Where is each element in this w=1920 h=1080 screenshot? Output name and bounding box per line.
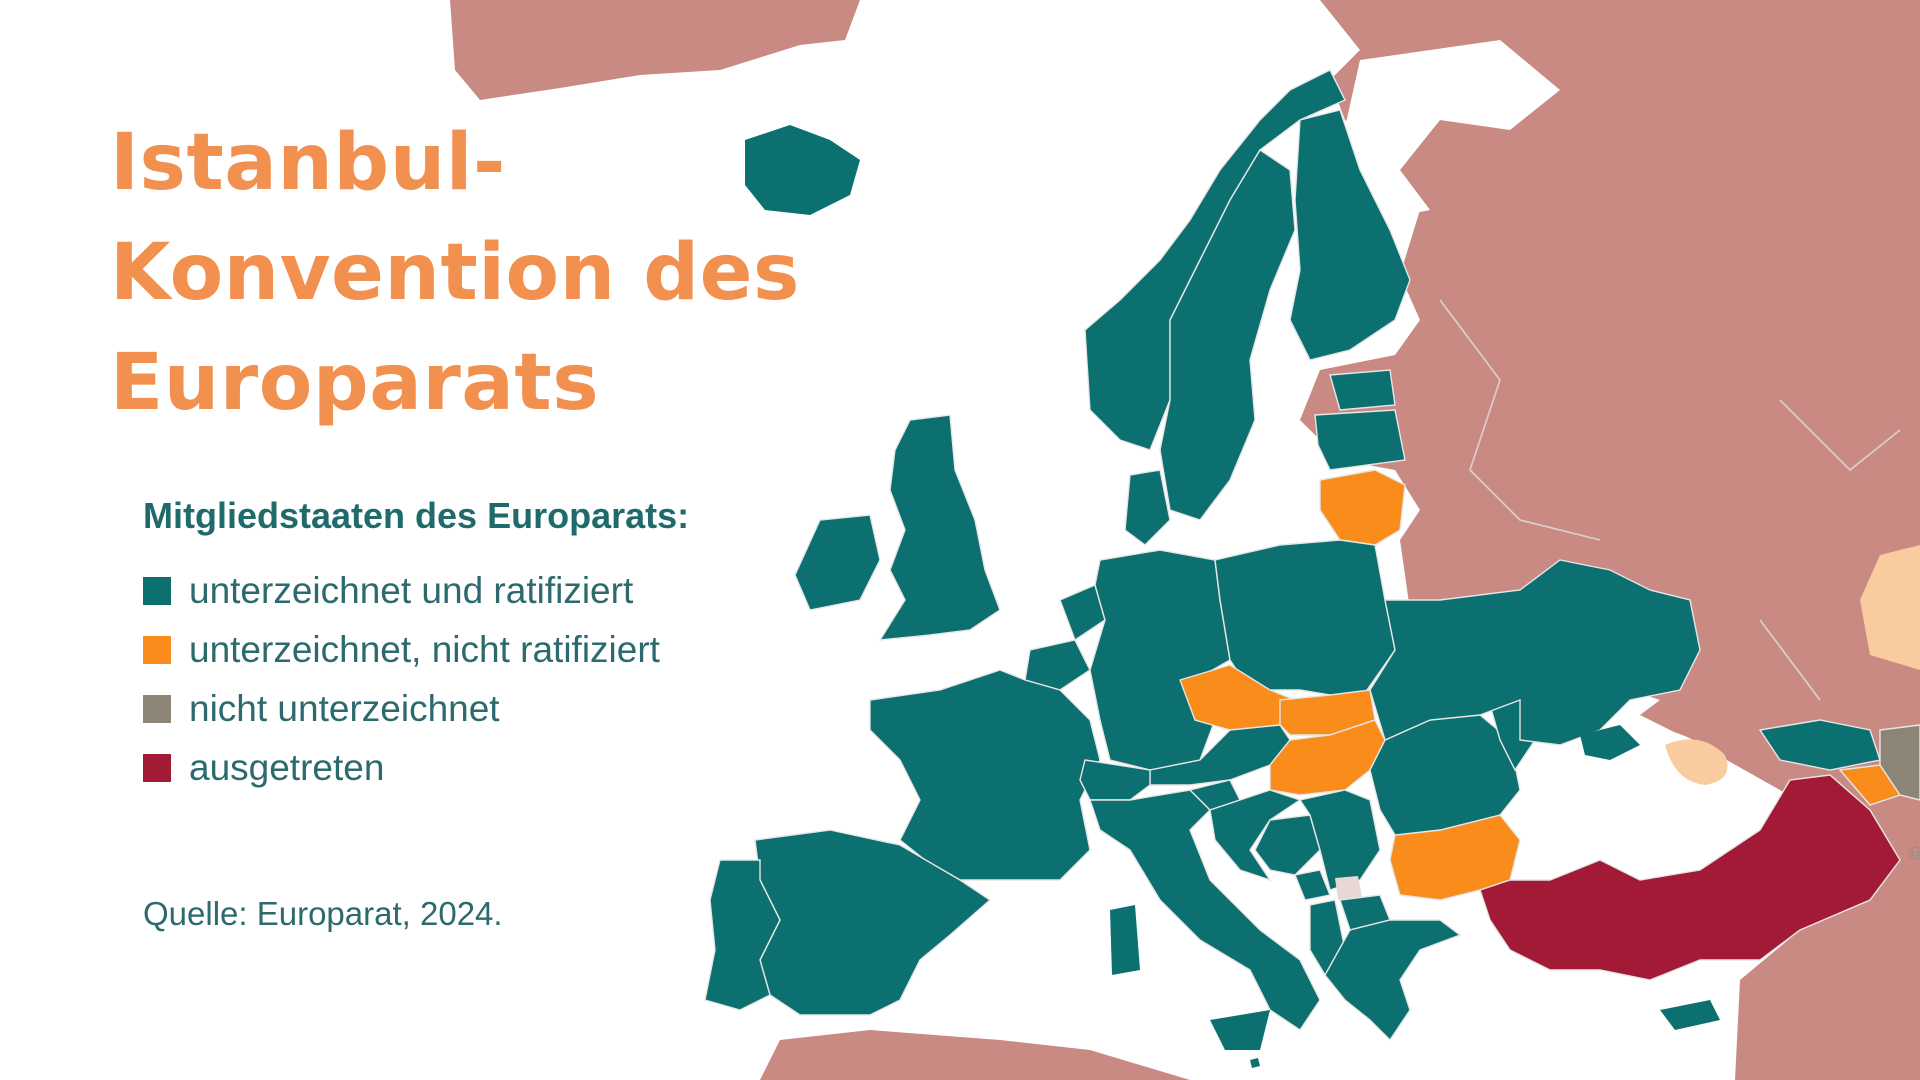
russia-land (1300, 0, 1920, 1080)
legend-swatch-ratified (143, 576, 171, 605)
country-azerbaijan (1879, 724, 1920, 801)
legend-swatch-signed-not-ratified (143, 635, 171, 664)
legend-swatch-not-signed (143, 694, 171, 723)
country-italy-sicily (1210, 1010, 1270, 1050)
country-ireland (794, 514, 881, 611)
russia-internal-borders (1439, 299, 1901, 701)
country-turkey (1479, 774, 1901, 981)
country-iceland (745, 125, 860, 215)
legend-item-not-signed: nicht unterzeichnet (143, 679, 803, 738)
country-estonia (1329, 369, 1396, 411)
legend-item-withdrawn: ausgetreten (143, 738, 803, 797)
kazakhstan-light-land (1860, 545, 1920, 670)
country-croatia (1209, 789, 1302, 882)
image-credit: © ... (1906, 826, 1920, 860)
country-united-kingdom (878, 414, 1001, 641)
country-belgium (1024, 639, 1091, 691)
azov-light (1665, 739, 1728, 785)
map-title: Istanbul- Konvention des Europarats (110, 118, 800, 428)
country-montenegro (1294, 869, 1331, 901)
country-ukraine (1369, 559, 1701, 746)
legend-label: unterzeichnet, nicht ratifiziert (189, 628, 660, 670)
country-ukraine-crimea (1580, 725, 1640, 760)
white-sea (1340, 40, 1560, 220)
source-note: Quelle: Europarat, 2024. (143, 895, 503, 932)
country-denmark (1124, 469, 1171, 546)
country-greece (1324, 919, 1462, 1042)
country-poland (1214, 539, 1396, 701)
country-kosovo-light (1335, 876, 1362, 900)
country-lithuania (1319, 469, 1406, 546)
country-italy-sardinia (1110, 905, 1140, 975)
legend-item-signed-not-ratified: unterzeichnet, nicht ratifiziert (143, 620, 803, 679)
country-germany (1089, 549, 1231, 771)
country-malta (1250, 1058, 1260, 1068)
legend-label: ausgetreten (189, 746, 385, 788)
legend-item-ratified: unterzeichnet und ratifiziert (143, 561, 803, 620)
legend-heading: Mitgliedstaaten des Europarats: (143, 495, 690, 536)
country-cyprus (1660, 1000, 1720, 1030)
country-portugal (704, 859, 781, 1011)
legend-swatch-withdrawn (143, 753, 171, 782)
africa-land (760, 1030, 1190, 1080)
country-finland (1289, 109, 1411, 361)
country-serbia (1298, 789, 1381, 891)
country-sweden (1159, 149, 1296, 521)
country-france (869, 669, 1101, 881)
country-latvia (1314, 409, 1406, 471)
legend-label: nicht unterzeichnet (189, 687, 500, 729)
legend: Mitgliedstaaten des Europarats: unterzei… (143, 495, 803, 797)
greenland-land (450, 0, 860, 100)
legend-label: unterzeichnet und ratifiziert (189, 569, 634, 611)
